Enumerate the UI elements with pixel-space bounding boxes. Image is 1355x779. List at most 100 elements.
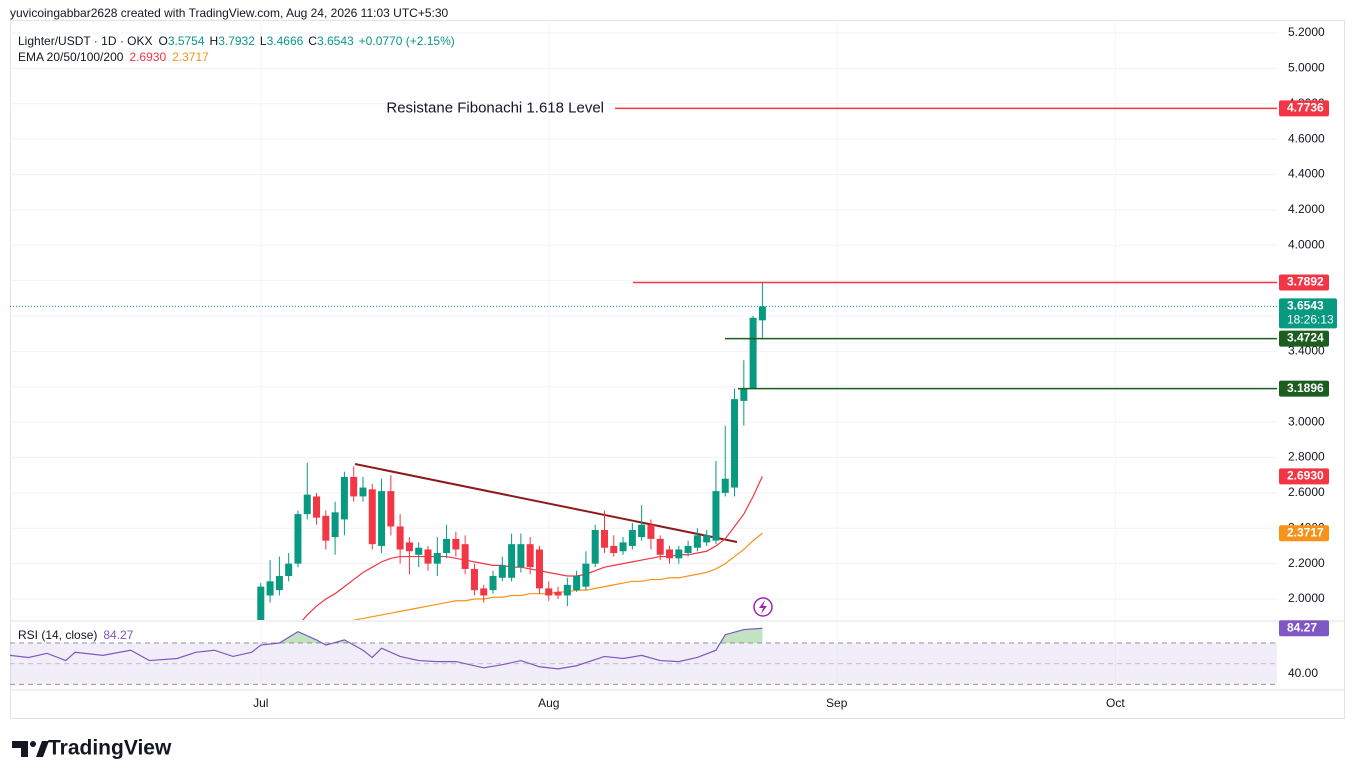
legend-item: 3.7932	[218, 34, 255, 48]
price-badge: 3.6543	[1287, 299, 1324, 313]
candle-body	[452, 538, 460, 550]
candle-body	[731, 399, 739, 488]
ema-badge: 2.6930	[1287, 469, 1324, 483]
legend-item: L	[260, 34, 267, 48]
candle-body	[266, 581, 274, 596]
legend-item: 3.4666	[267, 34, 304, 48]
legend-item: 84.27	[103, 628, 133, 642]
level-badge: 3.7892	[1287, 275, 1324, 289]
level-text: Resistane Fibonachi 1.618 Level	[386, 99, 604, 116]
candle-body	[573, 576, 581, 591]
y-tick-label: 4.4000	[1288, 167, 1325, 181]
candle-body	[563, 584, 571, 596]
level-badge-bg	[1279, 100, 1329, 117]
candle-body	[684, 545, 692, 554]
legend-item: O	[158, 34, 167, 48]
y-tick-label: 2.6000	[1288, 485, 1325, 499]
legend-item: +0.0770 (+2.15%)	[359, 34, 455, 48]
legend-item: EMA 20/50/100/200	[18, 50, 124, 64]
legend-row: EMA 20/50/100/200 2.6930 2.3717	[18, 50, 209, 64]
legend-row: Lighter/USDT · 1D · OKX O3.5754 H3.7932 L3.…	[18, 34, 455, 48]
candle-body	[350, 476, 358, 497]
candle-body	[675, 549, 683, 559]
y-tick-label: 5.2000	[1288, 25, 1325, 39]
ema-badge-bg	[1279, 468, 1329, 485]
x-tick-label: Oct	[1106, 696, 1125, 710]
candle-body	[758, 306, 766, 321]
y-tick-label: 2.8000	[1288, 450, 1325, 464]
trend-line	[354, 463, 738, 543]
candle-body	[415, 547, 423, 555]
y-tick-label: 4.2000	[1288, 202, 1325, 216]
level-badge-bg	[1279, 330, 1329, 347]
candle-body	[740, 388, 748, 401]
plot-area	[257, 281, 766, 620]
y-tick-label: 5.0000	[1288, 61, 1325, 75]
candle-body	[275, 576, 283, 591]
y-tick-label: 2.2000	[1288, 556, 1325, 570]
legend-item: Lighter/USDT · 1D · OKX	[18, 34, 152, 48]
candle-body	[368, 489, 376, 545]
legend-item: 2.3717	[172, 50, 209, 64]
brand-text: TradingView	[48, 737, 172, 760]
y-tick-label: 4.6000	[1288, 131, 1325, 145]
level-badge-bg	[1279, 380, 1329, 397]
ema-line	[351, 532, 763, 620]
candle-body	[378, 491, 386, 546]
x-tick-label: Aug	[538, 696, 559, 710]
candle-body	[600, 530, 608, 548]
frame	[10, 20, 1345, 719]
candle-body	[424, 549, 432, 564]
candle-body	[545, 588, 553, 596]
x-tick-label: Sep	[826, 696, 848, 710]
y-tick-label: 2.0000	[1288, 591, 1325, 605]
legend: Lighter/USDT · 1D · OKX O3.5754 H3.7932 L3.…	[18, 34, 455, 642]
candle-body	[582, 563, 590, 587]
grid: 2.00002.20002.40002.60002.80003.00003.20…	[10, 20, 1325, 710]
candle-body	[257, 586, 265, 620]
candle-body	[526, 544, 534, 568]
legend-item: 2.6930	[129, 50, 166, 64]
rsi-plot	[10, 627, 763, 670]
level-badge: 3.1896	[1287, 381, 1324, 395]
ema-badge: 2.3717	[1287, 525, 1324, 539]
candle-body	[322, 515, 330, 541]
ema-badge-bg	[1279, 525, 1329, 542]
legend-item: C	[308, 34, 317, 48]
candle-body	[749, 317, 757, 389]
candle-body	[619, 542, 627, 552]
brand-logo	[12, 741, 49, 757]
candle-body	[656, 538, 664, 555]
candle-body	[721, 478, 729, 493]
level-badge: 3.4724	[1287, 331, 1324, 345]
candle-body	[703, 535, 711, 543]
candle-body	[359, 487, 367, 497]
legend-item: 3.5754	[168, 34, 205, 48]
candle-body	[470, 568, 478, 591]
candle-body	[396, 526, 404, 550]
candle-body	[554, 591, 562, 596]
candle-body	[480, 588, 488, 596]
author-line: yuvicoingabbar2628 created with TradingV…	[10, 6, 449, 20]
candle-body	[387, 491, 395, 527]
legend-item: 3.6543	[317, 34, 354, 48]
price-badge-bg	[1279, 298, 1337, 329]
legend-item: H	[210, 34, 219, 48]
candle-body	[712, 491, 720, 541]
overlay: Resistane Fibonachi 1.618 Level 4.7736 3.7…	[10, 99, 1337, 637]
rsi-tick-label: 40.00	[1288, 666, 1318, 680]
rsi-pane: 40.00	[10, 627, 1318, 685]
candle-body	[628, 530, 636, 546]
y-tick-label: 3.4000	[1288, 344, 1325, 358]
candle-body	[693, 535, 701, 548]
legend-item: RSI (14, close)	[18, 628, 97, 642]
level-badge: 4.7736	[1287, 101, 1324, 115]
candle-body	[489, 576, 497, 591]
candle-body	[433, 553, 441, 564]
candle-body	[461, 544, 469, 569]
candle-body	[517, 544, 525, 568]
x-tick-label: Jul	[253, 696, 268, 710]
rsi-line	[10, 627, 763, 670]
candle-body	[535, 549, 543, 589]
